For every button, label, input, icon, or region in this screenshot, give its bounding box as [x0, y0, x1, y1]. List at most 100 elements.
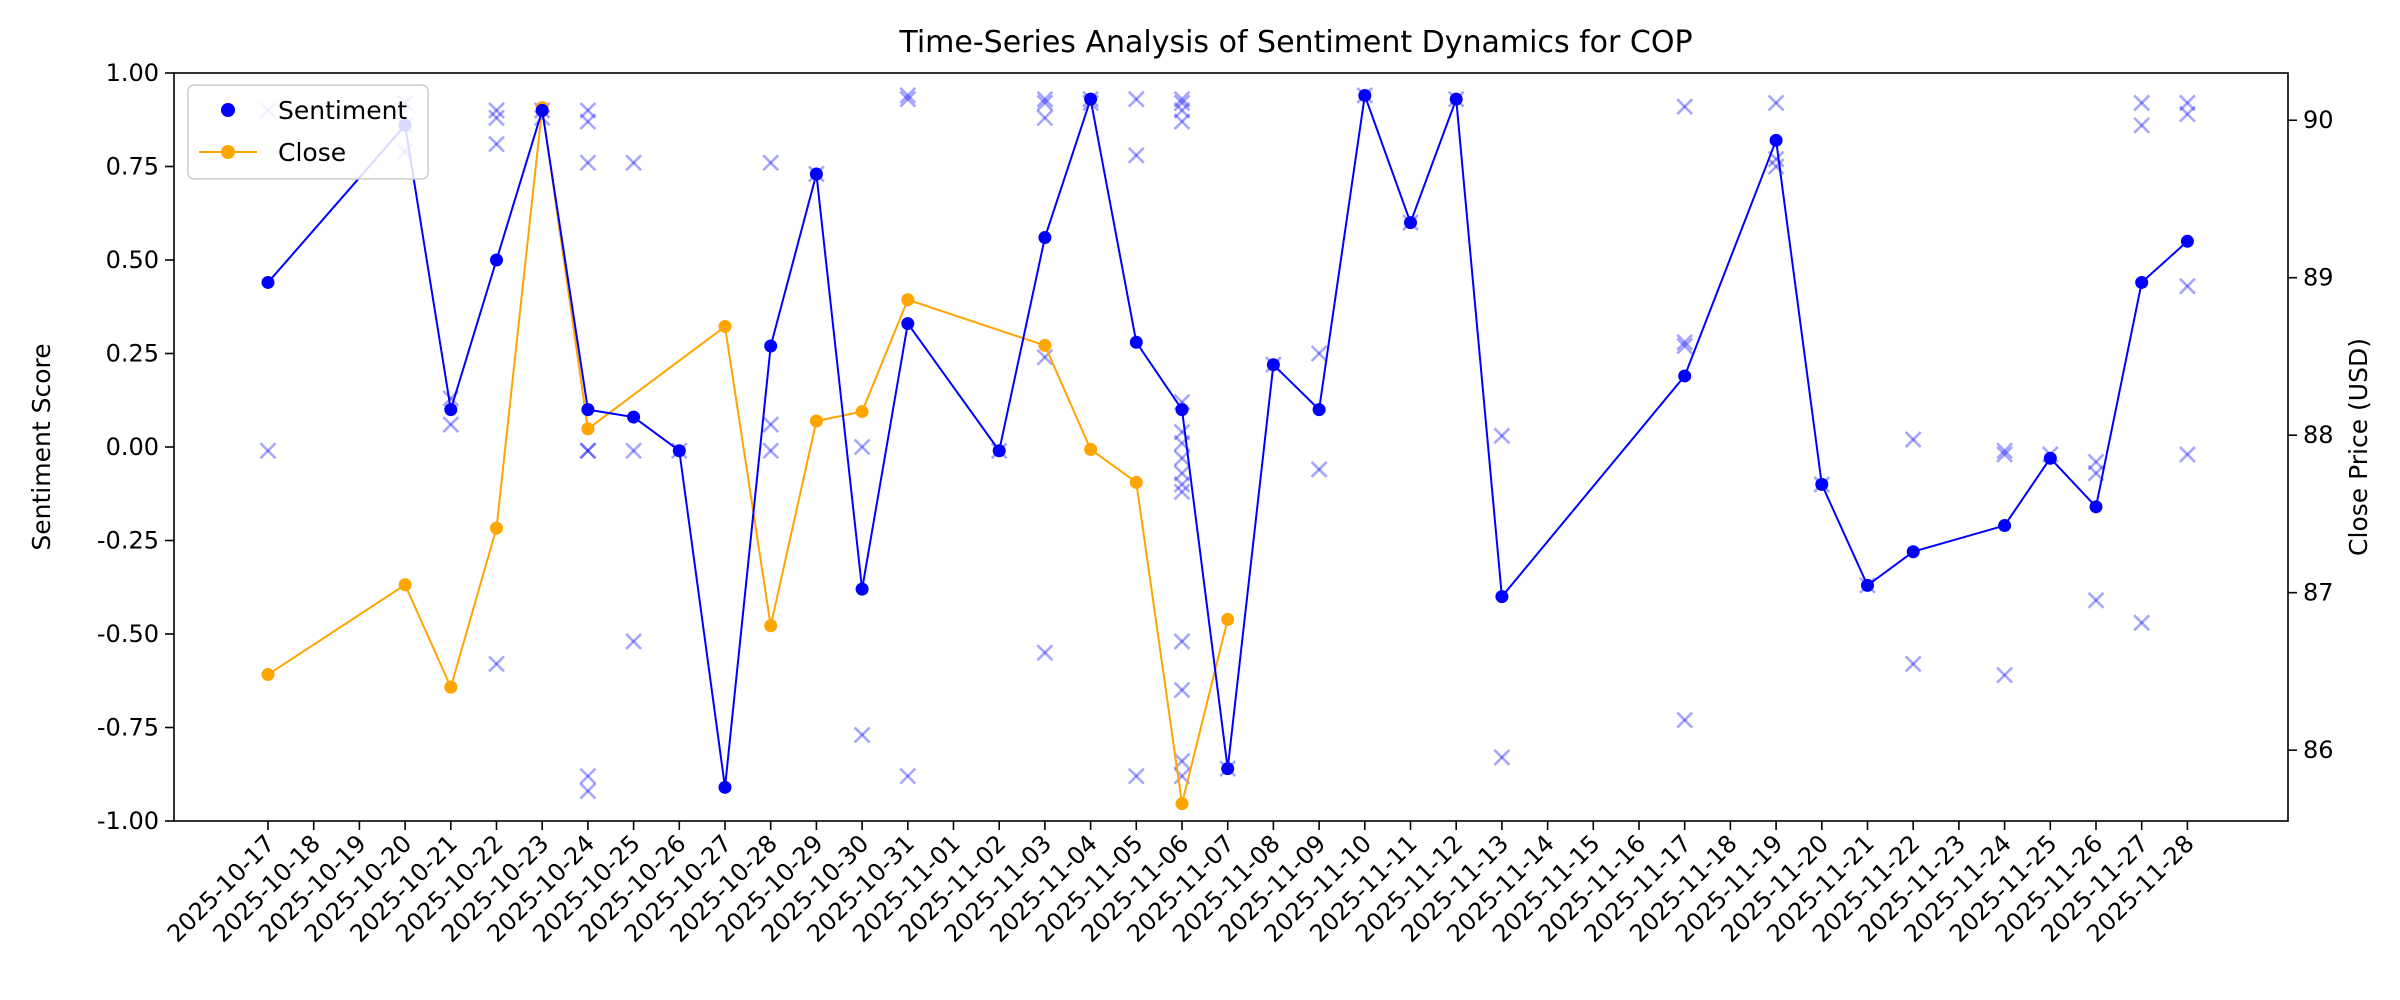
sentiment-point: [444, 403, 458, 417]
scatter-x-marker: [1996, 442, 2014, 460]
legend-label-close: Close: [278, 138, 346, 167]
scatter-x-marker: [1173, 681, 1191, 699]
close-point: [261, 668, 275, 682]
sentiment-point: [1495, 590, 1509, 604]
close-point: [764, 619, 778, 633]
close-point: [1084, 442, 1098, 456]
scatter-x-marker: [762, 442, 780, 460]
y-axis-label: Sentiment Score: [27, 343, 56, 550]
sentiment-point: [1084, 92, 1098, 106]
sentiment-line: [267, 95, 2189, 788]
scatter-x-marker: [853, 726, 871, 744]
close-line: [267, 107, 1229, 804]
sentiment-point: [1861, 578, 1874, 592]
sentiment-point: [1175, 403, 1189, 417]
scatter-x-marker: [1904, 431, 1922, 448]
sentiment-point: [627, 410, 641, 424]
scatter-x-marker: [1173, 113, 1191, 131]
y-tick-label: -1.00: [97, 807, 159, 835]
scatter-x-marker: [2133, 614, 2151, 632]
scatter-x-marker: [488, 655, 505, 673]
sentiment-point: [1266, 358, 1280, 372]
scatter-x-marker: [2178, 446, 2196, 463]
sentiment-point: [1906, 545, 1920, 559]
scatter-x-marker: [625, 442, 643, 460]
scatter-x-marker: [579, 442, 597, 460]
y2-tick-label: 89: [2303, 264, 2334, 292]
scatter-x-marker: [259, 442, 277, 460]
y-tick-label: 0.50: [106, 246, 159, 274]
scatter-x-marker: [488, 135, 505, 153]
sentiment-point: [809, 167, 823, 181]
sentiment-point: [1221, 762, 1235, 776]
scatter-x-marker: [442, 416, 460, 433]
sentiment-point: [1998, 519, 2012, 533]
sentiment-point: [901, 317, 915, 331]
sentiment-scatter-layer: [259, 87, 2196, 800]
scatter-x-marker: [1173, 483, 1191, 501]
chart-title: Time-Series Analysis of Sentiment Dynami…: [898, 25, 1692, 60]
scatter-x-marker: [2178, 105, 2196, 123]
scatter-x-marker: [1767, 94, 1785, 112]
sentiment-point: [764, 339, 778, 353]
scatter-x-marker: [2087, 591, 2105, 609]
scatter-x-marker: [579, 113, 597, 131]
y-axis-left: 1.00 0.75 0.50 0.25 0.00 -0.25 -0.50 -0.75 -1.00: [97, 59, 174, 835]
scatter-x-marker: [1996, 666, 2014, 684]
y-tick-label: -0.25: [97, 527, 159, 555]
close-point: [1221, 612, 1235, 626]
sentiment-point: [581, 403, 595, 417]
close-point: [444, 680, 458, 694]
scatter-x-marker: [2178, 277, 2196, 295]
scatter-x-marker: [1036, 644, 1054, 662]
close-point: [855, 405, 869, 419]
scatter-x-marker: [625, 154, 643, 172]
scatter-x-marker: [1676, 337, 1694, 355]
scatter-x-marker: [762, 154, 780, 172]
plot-frame: [173, 72, 2289, 822]
close-point: [581, 422, 595, 436]
scatter-x-marker: [1127, 90, 1145, 108]
scatter-x-marker: [1173, 90, 1191, 108]
scatter-x-marker: [1767, 158, 1785, 175]
scatter-x-marker: [1036, 94, 1054, 112]
scatter-x-marker: [1310, 461, 1328, 478]
sentiment-point: [1815, 477, 1829, 491]
sentiment-point: [2043, 451, 2057, 465]
y2-tick-label: 86: [2303, 736, 2334, 764]
close-point: [718, 320, 732, 334]
scatter-x-marker: [2087, 453, 2105, 471]
sentiment-point: [1769, 133, 1783, 147]
sentiment-point: [2180, 234, 2194, 248]
sentiment-point: [992, 444, 1006, 458]
scatter-x-marker: [579, 767, 597, 785]
scatter-x-marker: [1173, 475, 1191, 493]
scatter-x-marker: [625, 633, 643, 650]
scatter-x-marker: [762, 416, 780, 433]
y2-tick-label: 88: [2303, 421, 2334, 449]
sentiment-point: [261, 275, 275, 289]
scatter-x-marker: [1127, 146, 1145, 164]
y2-axis-label: Close Price (USD): [2344, 338, 2373, 556]
scatter-x-marker: [1493, 427, 1511, 445]
y-axis-right: 90 89 88 87 86: [2288, 106, 2334, 764]
scatter-x-marker: [899, 767, 917, 785]
scatter-x-marker: [1173, 94, 1191, 112]
sentiment-point: [1312, 403, 1326, 417]
scatter-x-marker: [1676, 711, 1694, 729]
scatter-x-marker: [579, 101, 597, 119]
y-tick-label: 0.75: [106, 153, 159, 181]
sentiment-series-layer: [261, 88, 2194, 794]
legend: Sentiment Close: [187, 84, 429, 180]
legend-marker-close: [221, 145, 235, 159]
sentiment-point: [1358, 88, 1372, 102]
scatter-x-marker: [1036, 109, 1054, 127]
sentiment-point: [490, 253, 503, 267]
scatter-x-marker: [1173, 633, 1191, 650]
close-point: [490, 521, 503, 535]
y-tick-label: -0.50: [97, 620, 159, 648]
scatter-x-marker: [1173, 423, 1191, 441]
close-point: [809, 414, 823, 428]
sentiment-point: [1404, 216, 1417, 230]
